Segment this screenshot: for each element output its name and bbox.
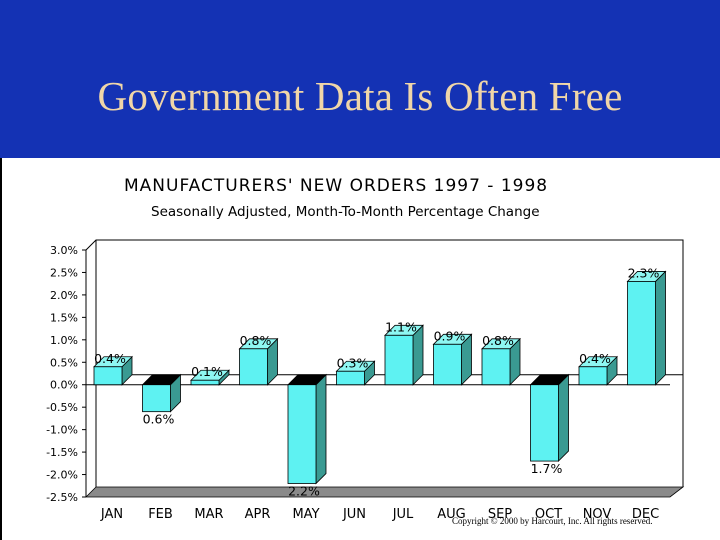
data-label: 2.2%: [288, 484, 320, 499]
bar: [578, 366, 608, 386]
bar: [530, 384, 559, 462]
data-label: 1.1%: [385, 319, 417, 334]
data-label: 0.9%: [434, 328, 466, 343]
title-banner: [0, 0, 720, 158]
slide-title: Government Data Is Often Free: [97, 73, 623, 119]
copyright-notice: Copyright © 2000 by Harcourt, Inc. All r…: [452, 516, 653, 526]
y-tick-label: -0.5%: [46, 401, 78, 414]
y-tick-label: -2.0%: [46, 469, 78, 482]
bar: [384, 334, 414, 386]
bar: [481, 348, 511, 386]
data-label: 0.8%: [482, 333, 514, 348]
y-tick-label: -1.5%: [46, 446, 78, 459]
x-tick-label: APR: [245, 507, 271, 522]
bar-side: [558, 373, 569, 463]
x-tick-label: FEB: [148, 507, 173, 522]
y-tick-label: 1.0%: [50, 334, 78, 347]
data-label: 0.4%: [579, 351, 611, 366]
chart-subtitle: Seasonally Adjusted, Month-To-Month Perc…: [151, 204, 540, 220]
bar: [336, 370, 365, 386]
x-tick-label: SEP: [488, 507, 512, 522]
y-tick-label: 3.0%: [50, 244, 78, 257]
data-label: 0.8%: [240, 333, 272, 348]
data-label: 0.1%: [191, 364, 223, 379]
x-tick-label: JUN: [342, 507, 366, 522]
left-border: [0, 158, 2, 540]
y-tick-label: -2.5%: [46, 491, 78, 504]
x-tick-label: MAR: [194, 507, 223, 522]
chart-floor: [85, 486, 685, 498]
x-tick-label: MAY: [292, 507, 319, 522]
data-label: 1.7%: [531, 461, 563, 476]
bar: [433, 343, 462, 386]
x-tick-label: JAN: [100, 507, 123, 522]
bar: [627, 281, 656, 386]
bar: [239, 348, 268, 386]
data-label: 0.3%: [337, 355, 369, 370]
y-tick-label: 2.5%: [50, 266, 78, 279]
bar-side: [315, 373, 327, 485]
y-tick-label: 0.0%: [50, 379, 78, 392]
y-tick-label: 0.5%: [50, 356, 78, 369]
data-label: 0.6%: [143, 412, 175, 427]
bar: [287, 384, 317, 484]
bar: [190, 379, 220, 386]
x-tick-label: OCT: [535, 507, 562, 522]
bar: [93, 366, 123, 386]
bar: [142, 384, 171, 413]
y-tick-label: 1.5%: [50, 311, 78, 324]
data-label: 2.3%: [628, 265, 660, 280]
y-tick-label: -1.0%: [46, 424, 78, 437]
bar-side: [655, 270, 666, 386]
x-tick-label: NOV: [583, 507, 612, 522]
chart-frame: [85, 239, 684, 487]
x-tick-label: DEC: [632, 507, 659, 522]
data-label: 0.4%: [94, 351, 126, 366]
x-tick-label: JUL: [392, 507, 414, 522]
y-tick-label: 2.0%: [50, 289, 78, 302]
x-tick-label: AUG: [437, 507, 465, 522]
chart-title: MANUFACTURERS' NEW ORDERS 1997 - 1998: [124, 176, 549, 196]
